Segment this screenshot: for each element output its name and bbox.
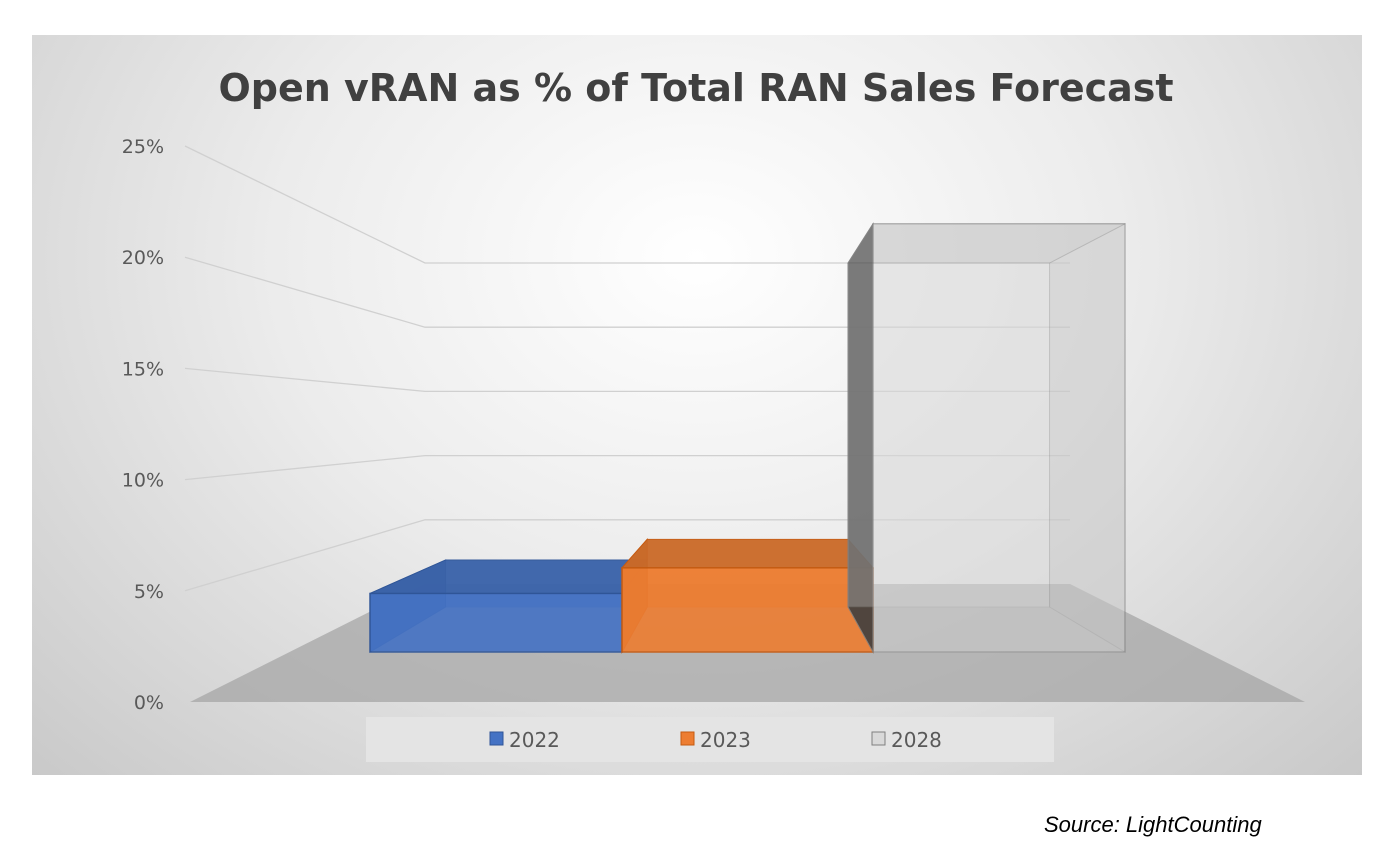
legend-swatch-2022	[489, 731, 504, 746]
bar-top	[620, 538, 875, 569]
legend-label-2028: 2028	[891, 728, 942, 752]
bar-top	[847, 223, 1126, 264]
chart-title: Open vRAN as % of Total RAN Sales Foreca…	[218, 66, 1173, 110]
bar-2028	[872, 223, 1126, 653]
source-note: Source: LightCounting	[1044, 812, 1262, 837]
y-tick-label: 20%	[122, 247, 164, 269]
bar-back	[847, 262, 1050, 608]
bar-side	[847, 222, 874, 654]
legend-label-2022: 2022	[509, 728, 560, 752]
y-tick-label: 0%	[134, 692, 164, 714]
bar-right-side	[1049, 222, 1126, 653]
legend	[366, 717, 1054, 762]
legend-label-2023: 2023	[700, 728, 751, 752]
legend-swatch-2028	[871, 731, 886, 746]
y-tick-label: 10%	[122, 470, 164, 492]
y-tick-label: 5%	[134, 581, 164, 603]
legend-swatch-2023	[680, 731, 695, 746]
bar-top	[369, 559, 649, 594]
bar-2023	[621, 567, 874, 653]
y-tick-label: 25%	[122, 136, 164, 158]
y-tick-label: 15%	[122, 358, 164, 380]
bar-2022	[369, 592, 623, 653]
